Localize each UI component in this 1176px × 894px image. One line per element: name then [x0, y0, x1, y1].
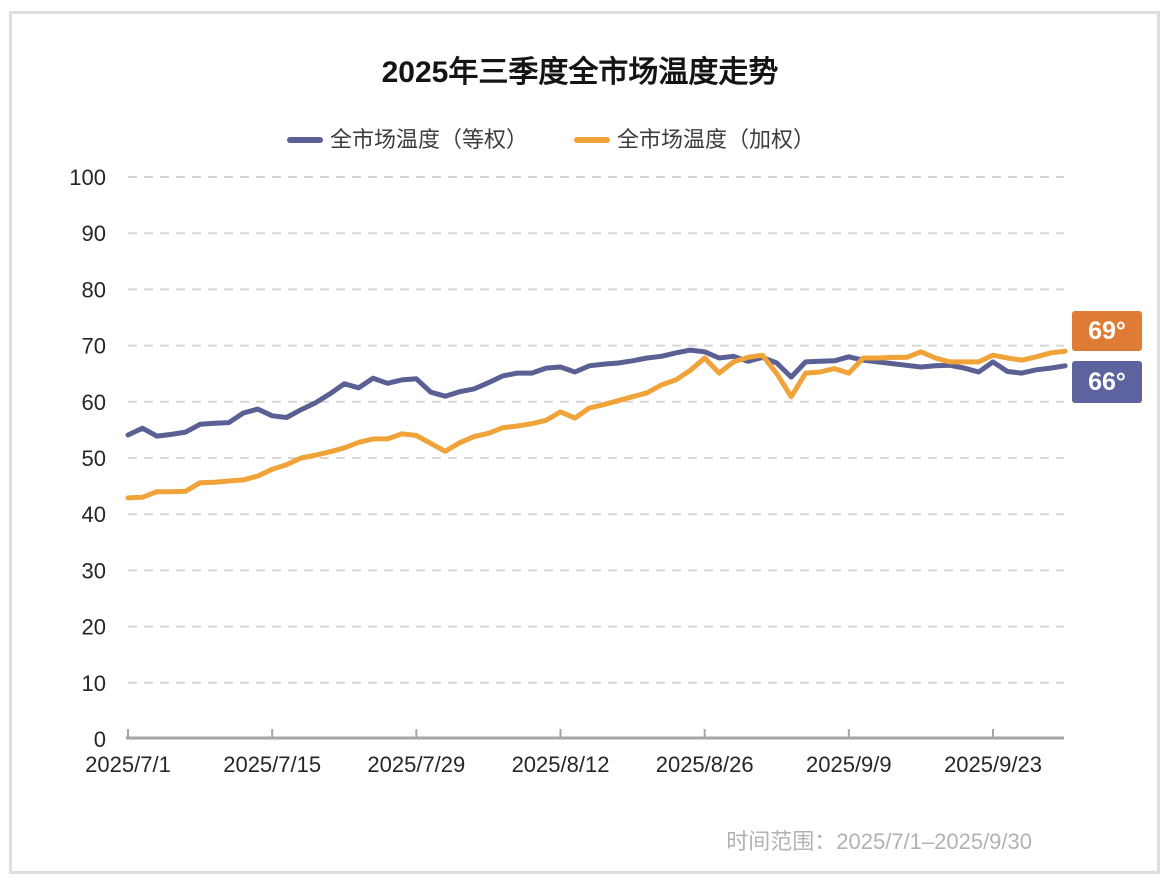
chart-card: [9, 11, 1160, 874]
series-line-weighted: [125, 348, 1068, 501]
x-axis-tick-label: 2025/7/1: [85, 752, 171, 777]
x-axis-tick-label: 2025/7/29: [367, 752, 465, 777]
series-line-equal-weight: [125, 347, 1068, 439]
x-axis-tick-label: 2025/7/15: [223, 752, 321, 777]
x-axis-tick-label: 2025/9/23: [944, 752, 1042, 777]
x-axis-tick-label: 2025/8/26: [656, 752, 754, 777]
y-axis-tick-label: 90: [82, 221, 106, 246]
legend-label-weighted: 全市场温度（加权）: [617, 127, 816, 152]
chart-legend: 全市场温度（等权） 全市场温度（加权）: [0, 129, 1102, 151]
y-axis-tick-label: 70: [82, 334, 106, 359]
legend-label-equal-weight: 全市场温度（等权）: [329, 127, 528, 152]
y-axis-tick-label: 100: [69, 165, 106, 190]
weighted-end-value-badge: 69°: [1072, 311, 1142, 351]
weighted-line-swatch-icon: [574, 137, 610, 143]
legend-item-equal-weight[interactable]: 全市场温度（等权）: [286, 127, 528, 152]
y-axis-tick-label: 80: [82, 277, 106, 302]
time-range-note: 时间范围：2025/7/1–2025/9/30: [726, 829, 1032, 854]
legend-item-weighted[interactable]: 全市场温度（加权）: [574, 129, 815, 151]
chart-title: 2025年三季度全市场温度走势: [381, 56, 779, 89]
y-axis-tick-label: 60: [82, 390, 106, 415]
y-axis-tick-label: 30: [82, 558, 106, 583]
y-axis-tick-label: 0: [94, 727, 106, 752]
x-axis-tick-label: 2025/9/9: [806, 752, 892, 777]
y-axis-tick-label: 20: [82, 615, 106, 640]
y-axis-tick-label: 50: [82, 446, 106, 471]
equal-weight-end-value-badge: 66°: [1072, 361, 1142, 403]
y-axis-tick-label: 40: [82, 502, 106, 527]
y-axis-tick-label: 10: [82, 671, 106, 696]
x-axis-tick-label: 2025/8/12: [512, 752, 610, 777]
equal-weight-line-swatch-icon: [286, 137, 323, 143]
